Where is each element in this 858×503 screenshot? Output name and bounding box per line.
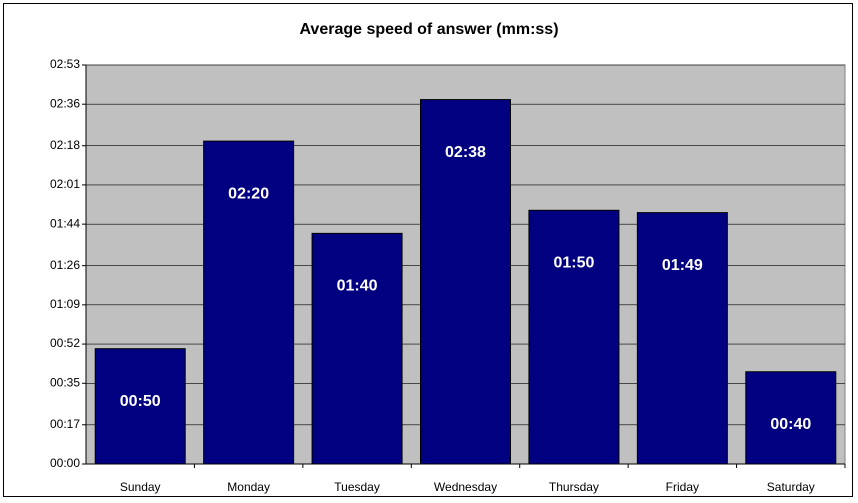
- bar: [745, 371, 837, 465]
- data-label: 01:49: [662, 257, 703, 274]
- y-tick-label: 02:18: [50, 138, 80, 152]
- y-tick-label: 00:35: [50, 375, 80, 389]
- bar: [311, 232, 403, 465]
- y-tick-label: 02:01: [50, 177, 80, 191]
- y-tick-label: 00:17: [50, 417, 80, 431]
- bar: [636, 212, 728, 465]
- x-tick-label: Saturday: [767, 480, 815, 494]
- x-tick-label: Thursday: [549, 480, 599, 494]
- x-tick-label: Tuesday: [334, 480, 380, 494]
- x-tick-label: Wednesday: [434, 480, 497, 494]
- y-tick-label: 02:36: [50, 96, 80, 110]
- y-tick-label: 01:26: [50, 258, 80, 272]
- bar: [420, 99, 511, 465]
- y-tick-label: 00:52: [50, 336, 80, 350]
- x-tick-label: Sunday: [120, 480, 161, 494]
- data-label: 02:38: [445, 144, 486, 161]
- data-label: 02:20: [228, 185, 269, 202]
- data-label: 00:40: [770, 416, 811, 433]
- y-tick-label: 01:09: [50, 297, 80, 311]
- x-tick-label: Friday: [666, 480, 699, 494]
- data-label: 01:50: [553, 255, 594, 272]
- y-tick-label: 00:00: [50, 456, 80, 470]
- y-tick-label: 01:44: [50, 216, 80, 230]
- bar: [528, 209, 620, 465]
- chart-title: Average speed of answer (mm:ss): [299, 21, 558, 38]
- bar: [94, 348, 186, 465]
- bar: [203, 140, 295, 465]
- x-tick-label: Monday: [227, 480, 270, 494]
- data-label: 01:40: [337, 278, 378, 295]
- y-tick-label: 02:53: [50, 57, 80, 71]
- data-label: 00:50: [120, 393, 161, 410]
